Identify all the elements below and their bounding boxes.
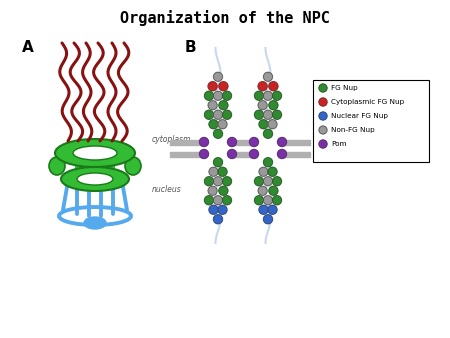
Circle shape bbox=[255, 110, 264, 119]
Circle shape bbox=[273, 91, 282, 100]
Circle shape bbox=[208, 186, 217, 195]
Circle shape bbox=[264, 129, 273, 138]
Text: A: A bbox=[22, 40, 34, 55]
Circle shape bbox=[319, 126, 327, 134]
Circle shape bbox=[219, 82, 228, 91]
Text: B: B bbox=[185, 40, 197, 55]
Circle shape bbox=[213, 129, 222, 138]
Circle shape bbox=[264, 215, 273, 224]
Ellipse shape bbox=[125, 157, 141, 175]
Circle shape bbox=[222, 196, 231, 205]
Circle shape bbox=[209, 167, 218, 176]
Circle shape bbox=[273, 177, 282, 186]
Text: FG Nup: FG Nup bbox=[331, 85, 358, 91]
Circle shape bbox=[209, 120, 218, 129]
Circle shape bbox=[278, 149, 287, 159]
Circle shape bbox=[208, 82, 217, 91]
Circle shape bbox=[319, 140, 327, 148]
Circle shape bbox=[218, 120, 227, 129]
Text: Nuclear FG Nup: Nuclear FG Nup bbox=[331, 113, 388, 119]
Circle shape bbox=[264, 91, 273, 100]
Ellipse shape bbox=[73, 146, 117, 160]
Circle shape bbox=[319, 84, 327, 92]
Circle shape bbox=[218, 205, 227, 214]
Circle shape bbox=[259, 205, 268, 214]
Circle shape bbox=[213, 158, 222, 167]
Circle shape bbox=[222, 110, 231, 119]
Ellipse shape bbox=[61, 167, 129, 191]
Circle shape bbox=[268, 120, 277, 129]
Circle shape bbox=[219, 101, 228, 110]
Circle shape bbox=[228, 138, 237, 146]
Circle shape bbox=[268, 167, 277, 176]
Circle shape bbox=[258, 101, 267, 110]
Circle shape bbox=[319, 112, 327, 120]
Circle shape bbox=[269, 82, 278, 91]
Ellipse shape bbox=[84, 217, 106, 229]
FancyBboxPatch shape bbox=[313, 80, 429, 162]
Circle shape bbox=[222, 91, 231, 100]
Circle shape bbox=[273, 110, 282, 119]
Circle shape bbox=[268, 205, 277, 214]
Circle shape bbox=[264, 196, 273, 205]
Circle shape bbox=[249, 149, 258, 159]
Circle shape bbox=[255, 177, 264, 186]
Text: Organization of the NPC: Organization of the NPC bbox=[120, 10, 330, 26]
Circle shape bbox=[269, 186, 278, 195]
Circle shape bbox=[204, 110, 213, 119]
Circle shape bbox=[213, 91, 222, 100]
Circle shape bbox=[273, 196, 282, 205]
Circle shape bbox=[199, 138, 208, 146]
Circle shape bbox=[218, 167, 227, 176]
Text: nucleus: nucleus bbox=[152, 186, 182, 194]
Text: Pom: Pom bbox=[331, 141, 346, 147]
Ellipse shape bbox=[49, 157, 65, 175]
Text: Non-FG Nup: Non-FG Nup bbox=[331, 127, 375, 133]
Circle shape bbox=[204, 91, 213, 100]
Circle shape bbox=[264, 177, 273, 186]
Circle shape bbox=[213, 215, 222, 224]
Circle shape bbox=[264, 158, 273, 167]
Bar bbox=[75, 155, 115, 177]
Circle shape bbox=[258, 82, 267, 91]
Circle shape bbox=[264, 72, 273, 81]
Circle shape bbox=[222, 177, 231, 186]
Circle shape bbox=[255, 196, 264, 205]
Circle shape bbox=[228, 149, 237, 159]
Circle shape bbox=[204, 177, 213, 186]
Circle shape bbox=[319, 98, 327, 106]
Circle shape bbox=[258, 186, 267, 195]
Circle shape bbox=[199, 149, 208, 159]
Circle shape bbox=[269, 101, 278, 110]
Circle shape bbox=[255, 91, 264, 100]
Text: Cytoplasmic FG Nup: Cytoplasmic FG Nup bbox=[331, 99, 404, 105]
Circle shape bbox=[204, 196, 213, 205]
Circle shape bbox=[209, 205, 218, 214]
Text: cytoplasm: cytoplasm bbox=[152, 136, 191, 145]
Ellipse shape bbox=[77, 173, 113, 185]
Circle shape bbox=[219, 186, 228, 195]
Circle shape bbox=[249, 138, 258, 146]
Ellipse shape bbox=[55, 139, 135, 167]
Circle shape bbox=[278, 138, 287, 146]
Circle shape bbox=[259, 120, 268, 129]
Circle shape bbox=[213, 72, 222, 81]
Circle shape bbox=[259, 167, 268, 176]
Circle shape bbox=[213, 110, 222, 119]
Circle shape bbox=[213, 177, 222, 186]
Circle shape bbox=[264, 110, 273, 119]
Circle shape bbox=[208, 101, 217, 110]
Circle shape bbox=[213, 196, 222, 205]
